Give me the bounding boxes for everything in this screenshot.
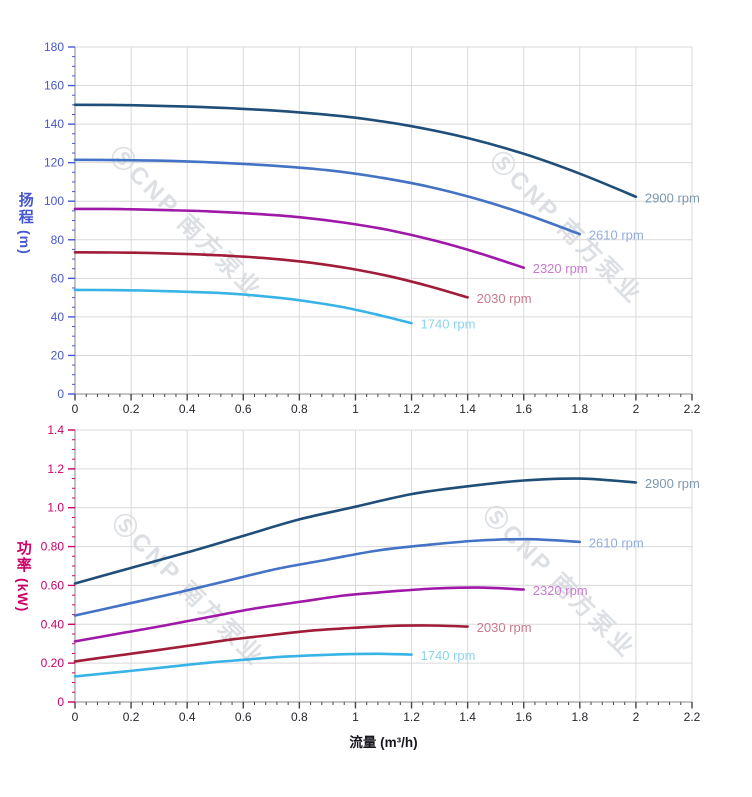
series-label-2030-rpm: 2030 rpm bbox=[477, 291, 532, 306]
x-tick-label: 0.4 bbox=[179, 402, 196, 416]
head-y-axis-title-text: 扬程 bbox=[16, 192, 34, 226]
curve-2610-rpm bbox=[73, 158, 582, 236]
x-tick-label: 0.2 bbox=[123, 710, 140, 724]
series-label-2900-rpm: 2900 rpm bbox=[645, 190, 700, 205]
head-y-axis-title: 扬程 (m) bbox=[15, 192, 34, 255]
head-y-axis-unit: (m) bbox=[17, 230, 34, 255]
x-tick-label: 0 bbox=[72, 402, 79, 416]
x-tick-label: 0.6 bbox=[235, 710, 252, 724]
x-tick-label: 2 bbox=[633, 402, 640, 416]
x-tick-label: 0.6 bbox=[235, 402, 252, 416]
x-tick-label: 1.4 bbox=[459, 710, 476, 724]
curve-2320-rpm bbox=[73, 207, 525, 269]
series-label-1740-rpm: 1740 rpm bbox=[421, 648, 476, 663]
y-tick-label: 0.60 bbox=[41, 578, 65, 592]
x-tick-label: 0.8 bbox=[291, 710, 308, 724]
x-tick-label: 1.6 bbox=[515, 710, 532, 724]
y-tick-label: 20 bbox=[51, 348, 65, 362]
x-tick-label: 1 bbox=[352, 402, 359, 416]
series-label-2900-rpm: 2900 rpm bbox=[645, 476, 700, 491]
x-tick-label: 2.2 bbox=[684, 402, 701, 416]
y-tick-label: 160 bbox=[44, 79, 64, 93]
y-tick-label: 40 bbox=[51, 310, 65, 324]
x-tick-label: 1.2 bbox=[403, 402, 420, 416]
y-tick-label: 120 bbox=[44, 156, 64, 170]
curve-2900-rpm bbox=[73, 477, 638, 585]
x-tick-label: 0 bbox=[72, 710, 79, 724]
x-tick-label: 1.6 bbox=[515, 402, 532, 416]
power-chart: 0 0.2 0.4 0.6 0.8 1 1.2 1.4 1.6 1.8 2 2.2 0 0.20 0.40 0… bbox=[41, 423, 701, 724]
curve-2320-rpm bbox=[73, 586, 525, 643]
y-tick-label: 60 bbox=[51, 271, 65, 285]
power-y-axis-unit: (kW) bbox=[15, 578, 32, 613]
x-tick-label: 2.2 bbox=[684, 710, 701, 724]
x-tick-label: 0.2 bbox=[123, 402, 140, 416]
y-tick-label: 180 bbox=[44, 40, 64, 54]
curve-2030-rpm bbox=[73, 251, 469, 299]
y-tick-label: 140 bbox=[44, 117, 64, 131]
x-tick-label: 0.4 bbox=[179, 710, 196, 724]
flow-x-axis-title: 流量 (m³/h) bbox=[349, 735, 418, 750]
x-tick-label: 1.8 bbox=[571, 710, 588, 724]
series-label-2320-rpm: 2320 rpm bbox=[533, 583, 588, 598]
curve-2610-rpm bbox=[73, 537, 582, 617]
y-tick-label: 100 bbox=[44, 194, 64, 208]
x-tick-label: 1.4 bbox=[459, 402, 476, 416]
y-tick-label: 1.2 bbox=[47, 462, 64, 476]
y-tick-label: 0.80 bbox=[41, 540, 65, 554]
y-tick-label: 0 bbox=[57, 387, 64, 401]
x-tick-label: 1 bbox=[352, 710, 359, 724]
x-tick-label: 1.8 bbox=[571, 402, 588, 416]
series-label-2610-rpm: 2610 rpm bbox=[589, 228, 644, 243]
curve-2900-rpm bbox=[73, 103, 638, 199]
x-tick-label: 0.8 bbox=[291, 402, 308, 416]
series-label-2320-rpm: 2320 rpm bbox=[533, 261, 588, 276]
x-tick-label: 1.2 bbox=[403, 710, 420, 724]
y-tick-label: 1.0 bbox=[47, 501, 64, 515]
y-tick-label: 0.40 bbox=[41, 617, 65, 631]
power-y-axis-title: 功率 (kW) bbox=[13, 540, 32, 612]
series-label-2610-rpm: 2610 rpm bbox=[589, 535, 644, 550]
head-chart: 0 0.2 0.4 0.6 0.8 1 1.2 1.4 1.6 1.8 2 2.2 0 20 40 60 80 1… bbox=[44, 40, 701, 416]
series-label-1740-rpm: 1740 rpm bbox=[421, 317, 476, 332]
y-tick-label: 80 bbox=[51, 233, 65, 247]
series-label-2030-rpm: 2030 rpm bbox=[477, 620, 532, 635]
x-tick-label: 2 bbox=[633, 710, 640, 724]
y-tick-label: 0 bbox=[57, 695, 64, 709]
y-tick-label: 1.4 bbox=[47, 423, 64, 437]
curve-1740-rpm bbox=[73, 288, 413, 325]
curve-2030-rpm bbox=[73, 624, 469, 663]
curve-1740-rpm bbox=[73, 652, 413, 678]
y-tick-label: 0.20 bbox=[41, 656, 65, 670]
power-y-axis-title-text: 功率 bbox=[14, 540, 32, 574]
